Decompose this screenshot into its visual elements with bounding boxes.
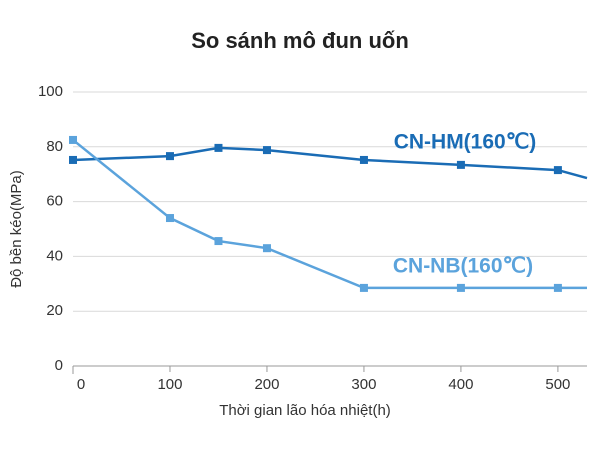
y-tick-label: 100 [38, 83, 63, 100]
chart-title: So sánh mô đun uốn [191, 28, 409, 53]
x-tick-label: 100 [157, 376, 182, 393]
point-marker [553, 283, 562, 292]
series-label: CN-NB(160℃) [393, 255, 533, 278]
point-marker [359, 155, 368, 164]
x-tick-label: 400 [448, 376, 473, 393]
point-marker [456, 283, 465, 292]
x-tick-label: 500 [545, 376, 570, 393]
point-marker [262, 244, 271, 253]
point-marker [69, 135, 77, 144]
point-marker [69, 155, 77, 164]
x-axis-label: Thời gian lão hóa nhiệt(h) [219, 402, 391, 419]
x-tick-label: 0 [77, 376, 85, 393]
y-tick-label: 40 [46, 247, 63, 264]
point-marker [214, 237, 223, 246]
point-marker [262, 146, 271, 155]
point-marker [165, 152, 174, 161]
series-line [72, 138, 587, 290]
y-tick-label: 0 [55, 357, 63, 374]
y-tick-label: 60 [46, 193, 63, 210]
point-marker [456, 160, 465, 169]
point-marker [359, 283, 368, 292]
point-marker [214, 143, 223, 152]
point-marker [553, 166, 562, 175]
x-tick-label: 200 [254, 376, 279, 393]
series-line [72, 146, 588, 180]
point-marker [165, 214, 174, 223]
y-axis-label: Độ bền kéo(MPa) [8, 170, 25, 288]
y-tick-label: 20 [46, 302, 63, 319]
series-label: CN-HM(160℃) [394, 131, 537, 154]
y-tick-label: 80 [46, 138, 63, 155]
x-tick-label: 300 [351, 376, 376, 393]
